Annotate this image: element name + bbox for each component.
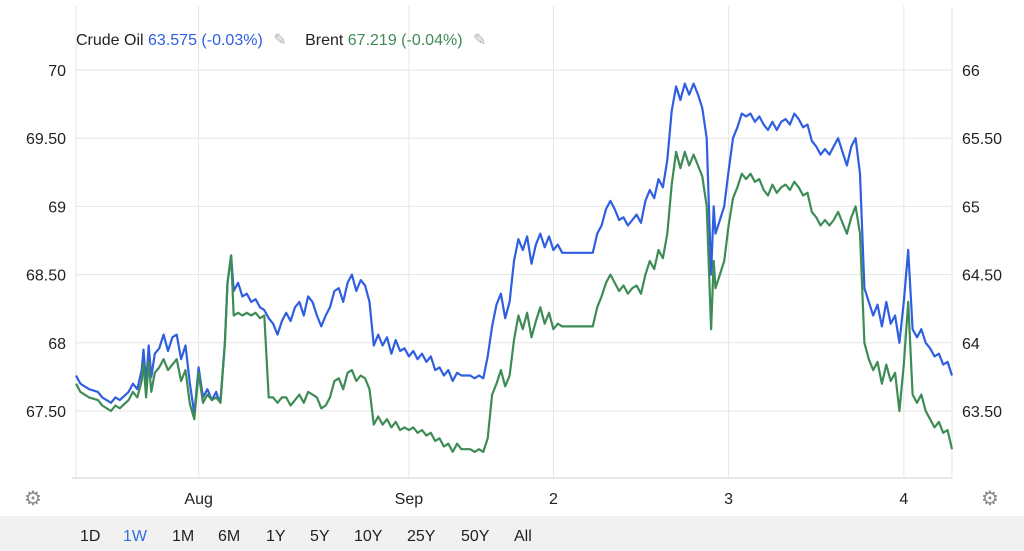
x-tick-label: Aug <box>184 491 212 508</box>
range-button-1y[interactable]: 1Y <box>266 528 286 545</box>
left-tick-label: 69 <box>48 199 66 216</box>
left-tick-label: 67.50 <box>26 404 66 421</box>
pencil-icon[interactable]: ✎ <box>273 32 287 49</box>
x-axis-ticks: Aug Sep 2 3 4 <box>184 491 908 508</box>
pencil-icon[interactable]: ✎ <box>472 32 487 49</box>
chart-legend: Crude Oil 63.575 (-0.03%) ✎ Brent 67.219… <box>76 30 500 50</box>
series-line-crude-oil <box>75 82 954 415</box>
range-button-all[interactable]: All <box>514 528 532 545</box>
left-tick-label: 70 <box>48 63 66 80</box>
range-button-1d[interactable]: 1D <box>80 528 101 545</box>
right-tick-label: 64 <box>962 336 980 353</box>
range-button-5y[interactable]: 5Y <box>310 528 330 545</box>
left-axis-ticks: 70 69.50 69 68.50 68 67.50 <box>26 63 66 421</box>
legend-crude-value: 63.575 (-0.03%) <box>148 32 263 49</box>
right-tick-label: 64.50 <box>962 268 1002 285</box>
legend-brent-name: Brent <box>305 32 344 49</box>
left-tick-label: 68 <box>48 336 66 353</box>
legend-brent-value: 67.219 (-0.04%) <box>347 32 463 49</box>
x-tick-label: 3 <box>724 491 733 508</box>
range-button-50y[interactable]: 50Y <box>461 528 490 545</box>
right-axis-ticks: 66 65.50 65 64.50 64 63.50 <box>962 63 1002 421</box>
right-tick-label: 65 <box>962 199 980 216</box>
grid-lines <box>72 6 953 479</box>
series-lines <box>75 82 954 453</box>
range-button-1w[interactable]: 1W <box>123 528 147 545</box>
right-tick-label: 63.50 <box>962 404 1002 421</box>
left-tick-label: 68.50 <box>26 268 66 285</box>
x-tick-label: 2 <box>549 491 558 508</box>
gear-icon[interactable]: ⚙ <box>24 488 42 510</box>
range-button-25y[interactable]: 25Y <box>407 528 436 545</box>
legend-crude-name: Crude Oil <box>76 32 144 49</box>
right-tick-label: 65.50 <box>962 131 1002 148</box>
x-tick-label: 4 <box>899 491 908 508</box>
right-tick-label: 66 <box>962 63 980 80</box>
range-button-6m[interactable]: 6M <box>218 528 241 545</box>
gear-icon[interactable]: ⚙ <box>981 488 999 510</box>
range-selector-bar <box>0 516 1024 551</box>
range-button-10y[interactable]: 10Y <box>354 528 383 545</box>
series-line-brent <box>75 150 954 453</box>
x-tick-label: Sep <box>395 491 424 508</box>
range-button-1m[interactable]: 1M <box>172 528 195 545</box>
left-tick-label: 69.50 <box>26 131 66 148</box>
